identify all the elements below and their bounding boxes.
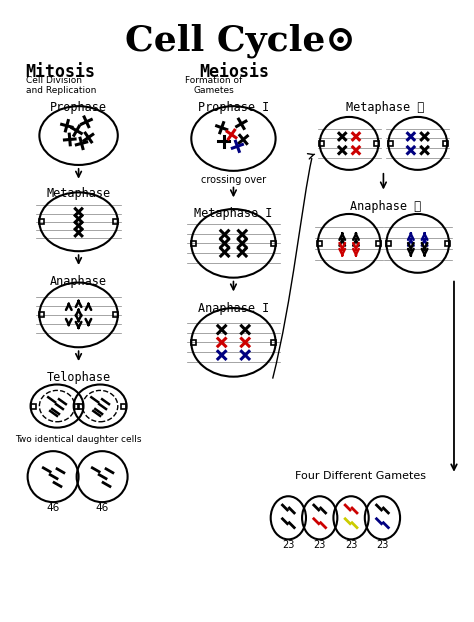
Text: 23: 23: [345, 541, 357, 550]
Text: 23: 23: [376, 541, 389, 550]
Text: Meiosis: Meiosis: [199, 63, 269, 81]
Text: Cell Division
and Replication: Cell Division and Replication: [26, 76, 96, 95]
Text: Metaphase I: Metaphase I: [194, 207, 273, 220]
Bar: [191, 340, 196, 345]
Bar: [191, 241, 196, 246]
Text: Cell Cycle⊙: Cell Cycle⊙: [125, 24, 356, 58]
Bar: [31, 404, 36, 409]
Bar: [74, 404, 79, 409]
Text: Anaphase Ⅱ: Anaphase Ⅱ: [350, 200, 421, 213]
Bar: [317, 241, 322, 246]
Bar: [39, 220, 44, 225]
Text: Prophase: Prophase: [50, 101, 107, 114]
Bar: [443, 141, 447, 146]
Text: Metaphase: Metaphase: [46, 187, 110, 200]
Text: crossing over: crossing over: [201, 175, 266, 185]
Bar: [388, 141, 393, 146]
Text: Four Different Gametes: Four Different Gametes: [295, 471, 427, 481]
Text: Prophase I: Prophase I: [198, 101, 269, 114]
Bar: [78, 404, 83, 409]
Text: 46: 46: [46, 503, 60, 513]
Text: 23: 23: [313, 541, 326, 550]
Text: 23: 23: [282, 541, 294, 550]
Text: Formation of
Gametes: Formation of Gametes: [185, 76, 243, 95]
Text: Anaphase I: Anaphase I: [198, 302, 269, 315]
Bar: [271, 340, 276, 345]
Text: Anaphase: Anaphase: [50, 275, 107, 288]
Bar: [113, 312, 118, 317]
Text: Metaphase Ⅱ: Metaphase Ⅱ: [346, 101, 425, 114]
Text: 46: 46: [95, 503, 109, 513]
Bar: [374, 141, 379, 146]
Text: Two identical daughter cells: Two identical daughter cells: [15, 435, 142, 445]
Text: Mitosis: Mitosis: [26, 63, 96, 81]
Bar: [113, 220, 118, 225]
Bar: [445, 241, 449, 246]
Bar: [386, 241, 391, 246]
Text: Telophase: Telophase: [46, 371, 110, 384]
Bar: [376, 241, 381, 246]
Bar: [319, 141, 324, 146]
Bar: [121, 404, 126, 409]
Bar: [271, 241, 276, 246]
Bar: [39, 312, 44, 317]
